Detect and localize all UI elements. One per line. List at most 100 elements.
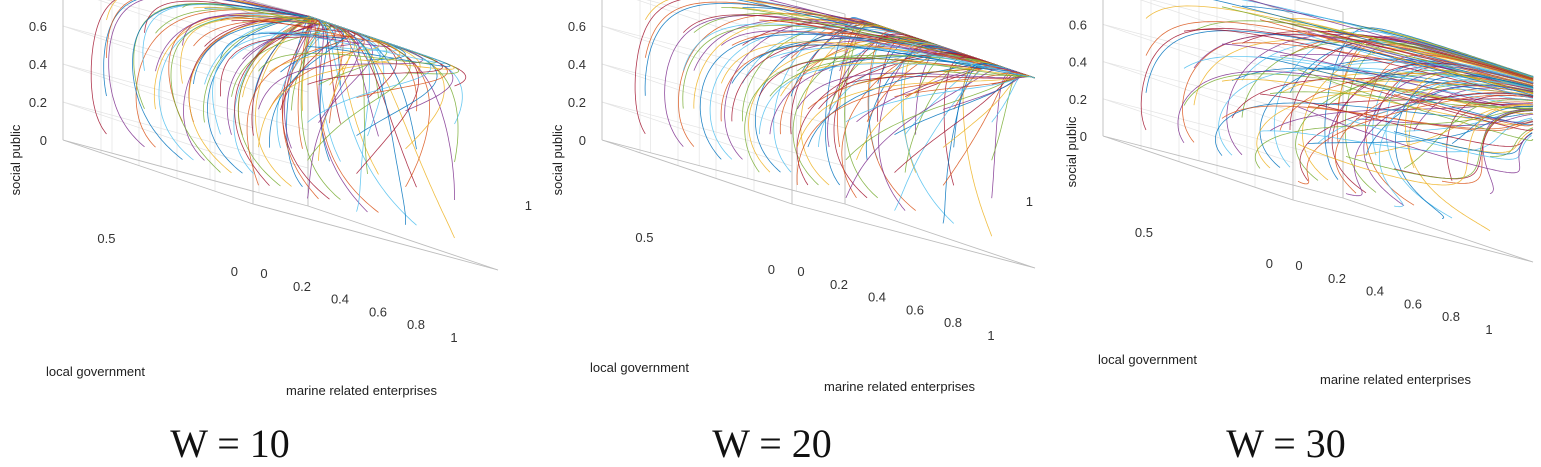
chart-panel-w30: 00.20.40.60.8100.5100.20.40.60.81marine … [1026,0,1541,467]
x-tick-label: 0.2 [830,277,848,292]
axis-box [62,0,499,271]
trajectory-line [1231,6,1534,82]
x-tick-label: 0.6 [369,304,387,319]
x-tick-label: 0.6 [1404,296,1422,311]
axis-edge [1294,0,1344,13]
grid-line [62,63,309,131]
trajectories [634,0,1035,237]
trajectory-line [1345,81,1534,131]
z-tick-label: 0.2 [1069,92,1087,107]
trajectory-line [1297,94,1530,185]
grid-line [62,101,309,169]
caption-w20: W = 20 [712,421,832,466]
trajectory-line [991,71,1035,199]
axis-edge [62,139,309,207]
trajectory-line [1355,81,1533,109]
trajectory-line [1393,94,1534,127]
phase-portrait-w20: 00.20.40.60.8100.5100.20.40.60.81marine … [525,0,1036,394]
grid-line [62,101,254,167]
grid-line [601,63,793,129]
trajectory-line [1299,92,1534,182]
trajectory-line [1375,43,1534,80]
trajectory-line [1378,79,1534,208]
y-tick-label: 0 [768,262,775,277]
trajectory-line [1441,106,1534,124]
trajectory-line [1297,104,1531,186]
trajectories [1140,0,1534,232]
trajectory-line [1345,118,1532,160]
z-tick-label: 0.6 [568,19,586,34]
trajectory-line [258,16,445,64]
axis-edge [791,203,1036,269]
axis-edge [1342,197,1534,263]
grid-line [601,25,793,91]
grid-lines [62,0,309,193]
trajectory-line [1307,68,1533,115]
trajectory-line [308,15,370,212]
trajectory-line [1345,84,1533,197]
grid-line [601,101,846,167]
y-axis-label: local government [46,364,145,379]
grid-line [1102,61,1294,126]
axis-edge [844,203,1036,269]
x-tick-label: 1 [450,330,457,345]
trajectory-line [1241,0,1534,78]
y-tick-label: 0.5 [97,231,115,246]
x-tick-label: 0.8 [407,317,425,332]
y-axis-label: local government [1098,352,1197,367]
axis-edge [749,0,793,15]
trajectory-line [1403,56,1534,88]
trajectory-line [1394,75,1533,219]
z-axis-label: social public [550,124,565,195]
x-tick-label: 0.8 [944,315,962,330]
grid-line [1139,0,1294,52]
trajectory-line [1327,30,1534,80]
x-tick-label: 0.2 [293,279,311,294]
x-tick-label: 0.2 [1328,271,1346,286]
x-tick-label: 0.6 [906,302,924,317]
axis-edge [1102,135,1294,201]
y-tick-label: 0.5 [1135,225,1153,240]
trajectory-line [1441,129,1533,153]
z-tick-label: 0 [579,133,586,148]
trajectory-line [1355,104,1534,157]
y-tick-label: 0 [231,264,238,279]
axis-box [1102,0,1534,263]
trajectory-line [1344,43,1534,193]
z-tick-label: 0.6 [29,19,47,34]
trajectory-line [1482,108,1533,194]
x-axis-label: marine related enterprises [286,383,438,398]
grid-line [97,0,254,53]
z-axis-label: social public [1064,116,1079,187]
trajectory-line [1297,69,1534,141]
trajectory-line [1441,69,1534,93]
x-tick-label: 0 [1295,258,1302,273]
axis-edge [601,139,846,205]
y-tick-label: 0 [1266,256,1273,271]
y-axis-label: local government [590,360,689,375]
axis-edge [1292,199,1534,263]
axis-edge [62,139,254,205]
z-axis-label: social public [8,124,23,195]
x-tick-label: 1 [987,328,994,343]
x-axis-label: marine related enterprises [1320,372,1472,387]
trajectory-line [1393,56,1534,94]
trajectory-line [845,68,1033,198]
trajectory-line [1372,60,1534,156]
trajectory-line [1317,31,1534,85]
chart-panel-w20: 00.20.40.60.8100.5100.20.40.60.81marine … [525,0,1060,467]
axis-edge [790,0,846,15]
trajectory-line [1297,106,1528,174]
y-tick-label: 0.5 [635,230,653,245]
grid-line [62,25,309,93]
trajectory-line [845,73,1035,161]
trajectory-line [1335,80,1533,194]
phase-portrait-w10: 00.20.40.60.8100.5100.20.40.60.81marine … [8,0,499,398]
caption-w10: W = 10 [170,421,290,466]
trajectory-line [1403,99,1533,169]
x-tick-label: 0 [260,266,267,281]
z-tick-label: 0 [1080,129,1087,144]
trajectory-line [797,32,1035,79]
x-axis-label: marine related enterprises [824,379,976,394]
trajectory-line [1385,64,1534,219]
